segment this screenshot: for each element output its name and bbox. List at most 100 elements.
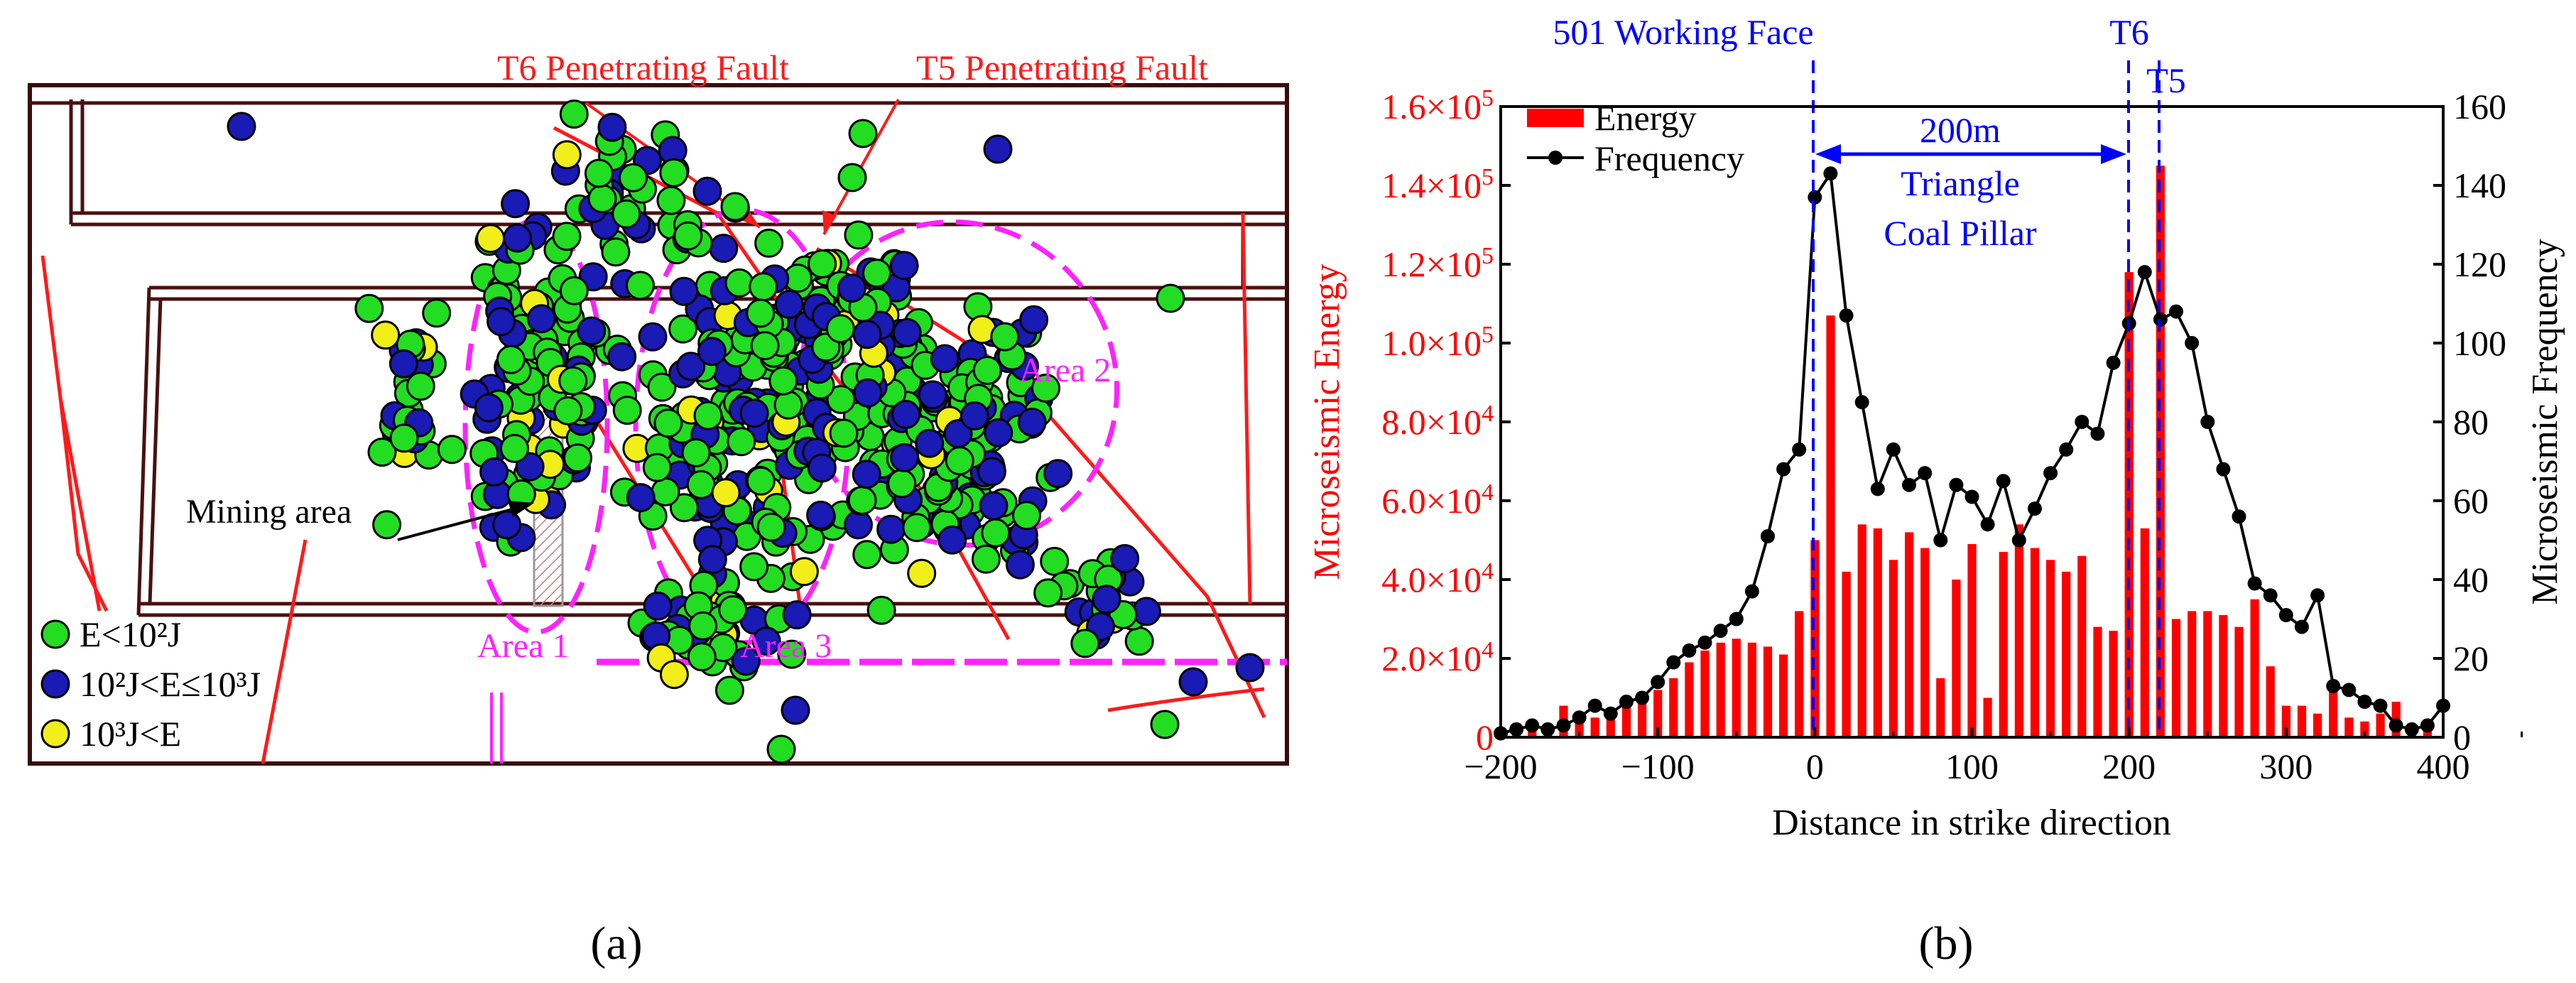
event-113 (559, 276, 589, 305)
event-540 (844, 220, 874, 250)
frequency-point (2373, 698, 2388, 713)
right-y-tick-label: 0 (2453, 717, 2471, 757)
left-y-tick-label: 1.4×105 (1381, 164, 1494, 205)
event-528 (808, 249, 837, 278)
event-41 (501, 189, 531, 219)
event-303 (844, 510, 873, 540)
frequency-point (2216, 462, 2231, 477)
frequency-point (1964, 489, 1979, 504)
energy-bar (2203, 611, 2212, 737)
energy-bar (2234, 626, 2244, 737)
energy-bar (2376, 713, 2385, 737)
span-arrow-right-head (2101, 144, 2126, 164)
event-654 (837, 163, 867, 192)
event-77 (479, 457, 509, 487)
frequency-point (1635, 690, 1650, 705)
right-y-tick-label: 160 (2453, 87, 2506, 126)
event-638 (354, 293, 384, 323)
frequency-point (2263, 588, 2278, 603)
frequency-point (2106, 355, 2121, 370)
event-481 (720, 192, 750, 222)
event-542 (768, 366, 798, 396)
event-636 (367, 438, 397, 467)
frequency-point (2137, 265, 2152, 280)
event-116 (500, 433, 529, 463)
frequency-point (1525, 718, 1540, 733)
energy-bar (1952, 580, 1961, 737)
energy-bar (2266, 666, 2275, 737)
mining-area-label: Mining area (186, 493, 352, 531)
frequency-point (1744, 584, 1759, 599)
event-585 (643, 591, 673, 621)
x-tick-label: 200 (2102, 746, 2156, 786)
energy-bar (1621, 705, 1631, 737)
frequency-point (1619, 695, 1634, 709)
event-265 (681, 438, 711, 467)
frequency-point (2075, 415, 2089, 429)
event-642 (406, 371, 435, 401)
microseismic-events (227, 99, 1265, 764)
right-y-tick-label: 40 (2453, 560, 2489, 599)
reference-lines (1812, 60, 2161, 737)
energy-bar (1716, 642, 1725, 737)
event-286 (756, 512, 786, 542)
energy-bar (2093, 626, 2102, 737)
frequency-point (1729, 612, 1744, 626)
legend-energy-label: Energy (1594, 98, 1696, 138)
energy-bar (2360, 721, 2369, 737)
panel-b-label: (b) (1919, 918, 1974, 970)
event-275 (653, 408, 683, 438)
event-594 (782, 600, 812, 630)
event-446 (1043, 459, 1073, 489)
frequency-point (1556, 718, 1571, 733)
event-489 (584, 158, 614, 188)
event-277 (739, 552, 769, 582)
energy-bar (2030, 548, 2040, 737)
event-616 (1092, 585, 1121, 614)
event-449 (1017, 408, 1047, 437)
frequency-point (1682, 643, 1697, 658)
legend-blue-marker (40, 669, 70, 699)
event-651 (983, 134, 1013, 164)
frequency-point (2342, 683, 2357, 697)
x-tick-label: 300 (2259, 746, 2313, 786)
event-128 (668, 314, 698, 344)
event-483 (587, 184, 617, 214)
ramp-boundary (490, 693, 503, 764)
event-153 (866, 595, 896, 625)
x-tick-label: −100 (1621, 746, 1695, 786)
right-y-axis-label: Microseismic Frequency (2525, 239, 2565, 605)
left-y-tick-label: 1.2×105 (1381, 243, 1494, 284)
span-arrow (1815, 144, 2126, 164)
t6-fault-label: T6 Penetrating Fault (497, 48, 789, 87)
event-653 (1156, 283, 1185, 313)
event-231 (697, 545, 727, 575)
event-278 (626, 483, 656, 513)
legend-yellow-label: 10³J<E (80, 714, 181, 754)
event-539 (852, 320, 882, 349)
event-441 (971, 544, 1001, 574)
event-438 (960, 401, 989, 430)
t5-fault-label: T5 Penetrating Fault (916, 48, 1208, 87)
event-659 (766, 734, 796, 764)
event-469 (559, 99, 589, 129)
energy-bar (1983, 697, 1992, 737)
mining-area-arrowhead (508, 501, 534, 517)
frequency-point (2169, 304, 2183, 319)
energy-bar (2014, 524, 2023, 737)
event-421 (829, 418, 859, 448)
t5-label: T5 (2146, 60, 2186, 100)
event-531 (749, 272, 778, 302)
map-legend: E<10²J 10²J<E≤10³J 10³J<E (40, 614, 261, 754)
energy-bar (1967, 544, 1977, 737)
x-tick-label: −200 (1464, 746, 1537, 786)
event-593 (688, 611, 718, 641)
energy-bar (1638, 702, 1647, 737)
event-423 (876, 514, 906, 544)
energy-bar (2281, 705, 2290, 737)
event-404 (977, 457, 1006, 487)
energy-bar (1763, 646, 1773, 737)
chart-legend: Energy Frequency (1527, 98, 1744, 178)
frequency-point (1540, 722, 1555, 737)
